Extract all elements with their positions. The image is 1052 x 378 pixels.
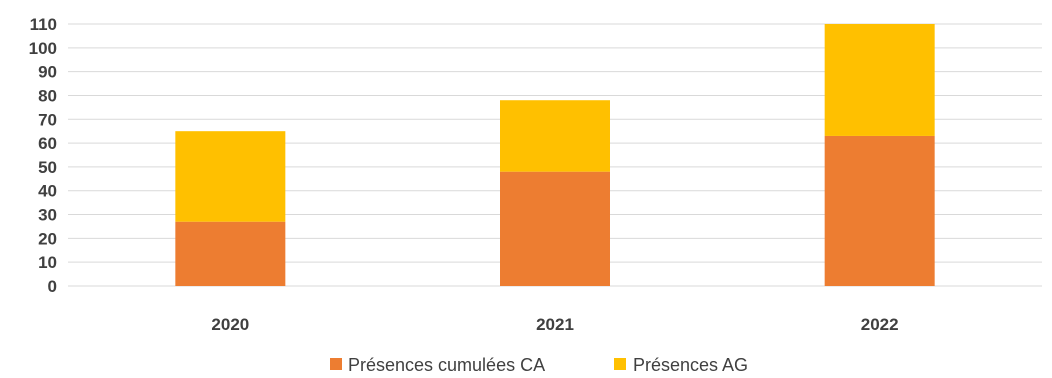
legend-swatch bbox=[330, 358, 342, 370]
bar-presences-ag-2022 bbox=[824, 24, 935, 136]
legend: Présences cumulées CA Présences AG bbox=[330, 355, 748, 375]
y-tick-label: 60 bbox=[38, 134, 57, 153]
bar-presences-ag-2020 bbox=[175, 131, 286, 222]
bar-presences-ca-2021 bbox=[500, 171, 610, 286]
x-axis-category-labels: 2020 2021 2022 bbox=[211, 315, 898, 334]
y-tick-label: 50 bbox=[38, 158, 57, 177]
y-tick-label: 30 bbox=[38, 206, 57, 225]
bars bbox=[175, 24, 935, 286]
y-tick-label: 110 bbox=[30, 15, 57, 34]
legend-label: Présences AG bbox=[633, 355, 748, 375]
bar-presences-ca-2022 bbox=[824, 135, 935, 286]
y-axis-tick-labels: 0 10 20 30 40 50 60 70 80 90 100 110 bbox=[29, 15, 57, 296]
y-tick-label: 80 bbox=[38, 86, 57, 105]
y-tick-label: 10 bbox=[38, 253, 57, 272]
legend-swatch bbox=[614, 358, 626, 370]
bar-presences-ca-2020 bbox=[175, 221, 286, 286]
bar-presences-ag-2021 bbox=[500, 100, 610, 172]
y-tick-label: 40 bbox=[38, 182, 57, 201]
y-tick-label: 100 bbox=[29, 39, 57, 58]
x-category-label: 2020 bbox=[211, 315, 249, 334]
x-category-label: 2022 bbox=[861, 315, 899, 334]
y-tick-label: 0 bbox=[48, 277, 57, 296]
y-tick-label: 20 bbox=[38, 229, 57, 248]
legend-label: Présences cumulées CA bbox=[348, 355, 545, 375]
y-tick-label: 90 bbox=[38, 63, 57, 82]
y-tick-label: 70 bbox=[38, 110, 57, 129]
x-category-label: 2021 bbox=[536, 315, 574, 334]
